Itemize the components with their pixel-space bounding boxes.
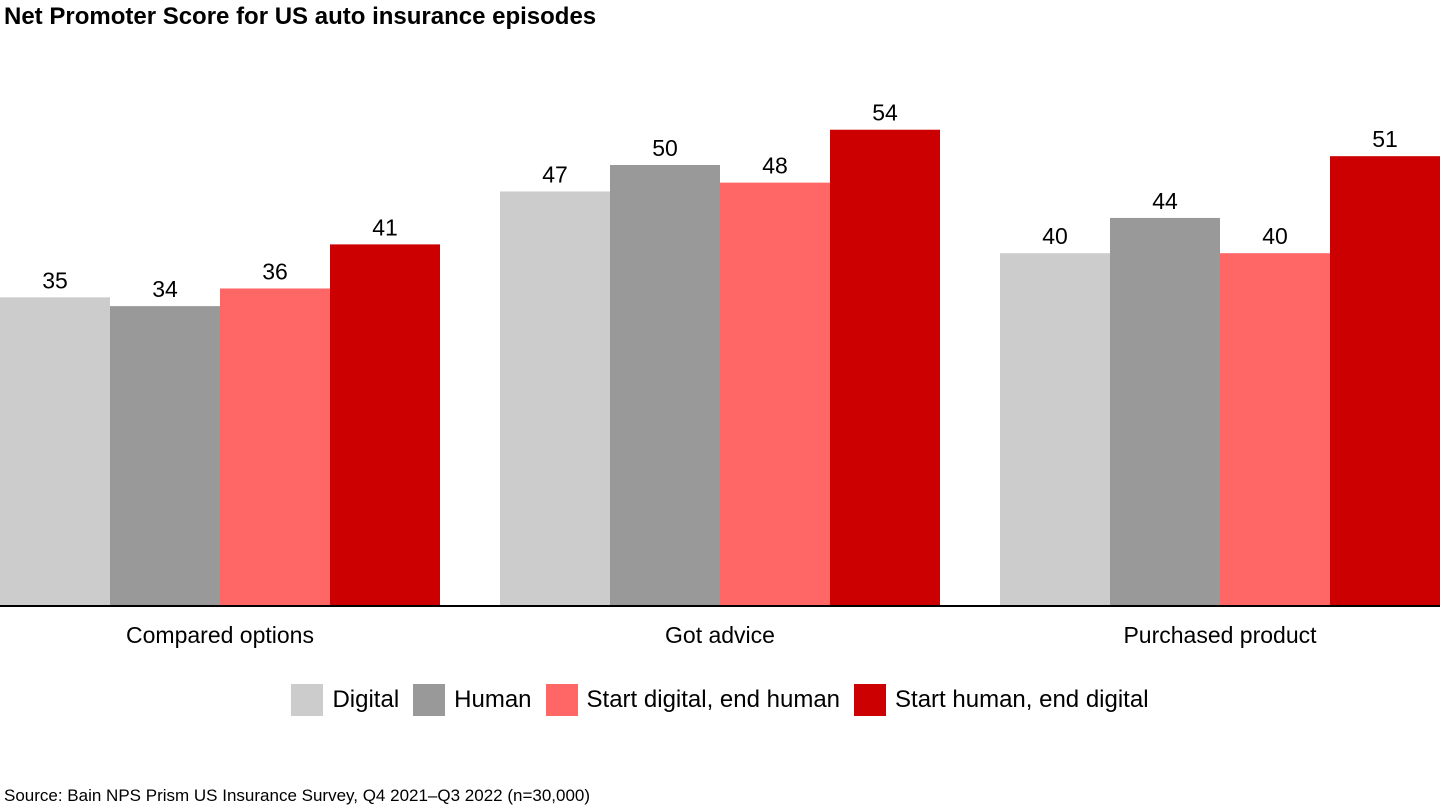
bar-got-advice-start-digital-end-human — [720, 182, 830, 606]
legend-item-start-human-end-digital: Start human, end digital — [854, 684, 1149, 716]
data-label-compared-options-start-digital-end-human: 36 — [262, 258, 288, 284]
legend-item-human: Human — [413, 684, 532, 716]
legend-item-start-digital-end-human: Start digital, end human — [545, 684, 841, 716]
data-label-got-advice-digital: 47 — [542, 161, 568, 187]
legend-label-digital: Digital — [332, 686, 400, 713]
bar-compared-options-human — [110, 306, 220, 606]
bar-purchased-product-start-human-end-digital — [1330, 156, 1440, 606]
bar-got-advice-human — [610, 165, 720, 606]
bar-compared-options-start-human-end-digital — [330, 244, 440, 606]
data-label-got-advice-human: 50 — [652, 135, 678, 161]
data-label-compared-options-digital: 35 — [42, 267, 68, 293]
data-label-got-advice-start-human-end-digital: 54 — [872, 100, 898, 126]
data-label-purchased-product-start-digital-end-human: 40 — [1262, 223, 1288, 249]
bar-purchased-product-human — [1110, 217, 1220, 607]
category-label-purchased-product: Purchased product — [1123, 622, 1317, 648]
category-label-got-advice: Got advice — [665, 622, 775, 648]
data-label-purchased-product-digital: 40 — [1042, 223, 1068, 249]
data-label-compared-options-human: 34 — [152, 276, 178, 302]
legend-item-digital: Digital — [291, 684, 399, 716]
bar-compared-options-digital — [0, 297, 110, 606]
data-label-compared-options-start-human-end-digital: 41 — [372, 214, 398, 240]
bar-purchased-product-digital — [1000, 253, 1110, 606]
bar-compared-options-start-digital-end-human — [220, 288, 330, 606]
legend-swatch-human — [413, 684, 446, 716]
data-label-purchased-product-human: 44 — [1152, 188, 1178, 214]
legend-label-human: Human — [454, 686, 532, 713]
bar-purchased-product-start-digital-end-human — [1220, 253, 1330, 606]
legend-swatch-start-human-end-digital — [854, 684, 887, 716]
data-label-got-advice-start-digital-end-human: 48 — [762, 153, 788, 179]
legend-label-start-digital-end-human: Start digital, end human — [586, 686, 841, 713]
chart-legend: Digital Human Start digital, end human S… — [0, 684, 1440, 716]
chart-title: Net Promoter Score for US auto insurance… — [4, 3, 597, 30]
category-label-compared-options: Compared options — [126, 622, 314, 648]
data-label-purchased-product-start-human-end-digital: 51 — [1372, 126, 1398, 152]
legend-swatch-digital — [291, 684, 324, 716]
bar-got-advice-digital — [500, 191, 610, 606]
legend-swatch-start-digital-end-human — [545, 684, 578, 716]
bar-chart: 35 34 36 41 Compared options 47 50 48 54 Got advi… — [0, 100, 1440, 648]
bar-got-advice-start-human-end-digital — [830, 129, 940, 606]
source-note: Source: Bain NPS Prism US Insurance Surv… — [4, 786, 591, 805]
legend-label-start-human-end-digital: Start human, end digital — [895, 686, 1149, 713]
